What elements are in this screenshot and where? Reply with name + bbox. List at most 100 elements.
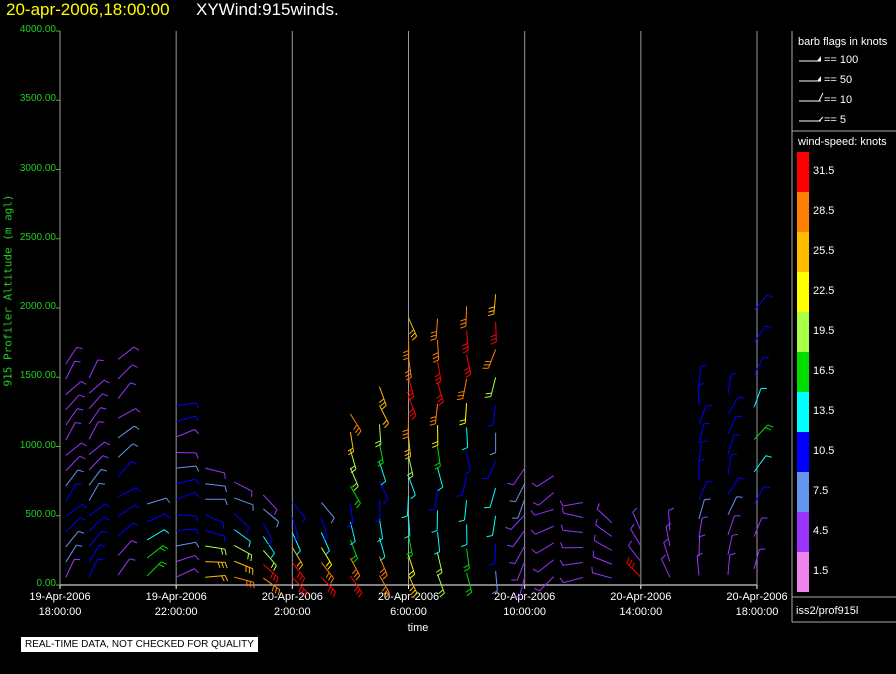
barb-flag bbox=[79, 517, 86, 521]
barb-flag bbox=[430, 330, 437, 334]
barb-flag bbox=[379, 568, 385, 573]
wind-barb bbox=[466, 451, 471, 472]
wind-barb bbox=[291, 562, 306, 579]
wind-barb bbox=[727, 515, 735, 535]
barb-flag bbox=[409, 411, 415, 417]
barb-flag bbox=[129, 558, 136, 561]
wind-barb bbox=[562, 501, 583, 507]
wind-barb bbox=[88, 517, 104, 532]
barb-flag bbox=[247, 553, 250, 560]
wind-barb bbox=[753, 455, 767, 473]
barb-flag bbox=[406, 554, 413, 559]
wind-barb bbox=[88, 544, 101, 563]
barb-flag bbox=[484, 396, 491, 398]
barb-flag bbox=[79, 455, 86, 460]
barb-flag bbox=[459, 419, 466, 422]
barb-flag bbox=[437, 486, 444, 492]
wind-barb bbox=[65, 531, 79, 548]
barb-flag bbox=[432, 355, 439, 360]
barb-flag bbox=[461, 446, 468, 451]
barb-flag bbox=[432, 441, 439, 445]
wind-barb bbox=[462, 378, 468, 399]
barb-flag bbox=[347, 447, 354, 452]
barb-flag bbox=[736, 496, 743, 498]
wind-barb bbox=[320, 502, 335, 519]
x-tick-label: 19-Apr-2006 18:00:00 bbox=[29, 591, 91, 618]
barb-flag bbox=[432, 444, 439, 448]
barb-flag bbox=[434, 373, 441, 378]
wind-barb bbox=[437, 382, 444, 402]
wind-barb bbox=[349, 485, 361, 504]
wind-barb bbox=[234, 560, 253, 570]
wind-barb bbox=[434, 403, 439, 424]
barb-flag bbox=[438, 401, 444, 406]
wind-barb bbox=[487, 460, 497, 479]
wind-barb bbox=[379, 405, 389, 424]
barb-flag bbox=[458, 519, 465, 523]
barb-flag bbox=[532, 568, 539, 573]
wind-barb bbox=[65, 381, 82, 395]
wind-barb bbox=[349, 449, 357, 470]
wind-barb bbox=[437, 467, 444, 488]
wind-barb bbox=[262, 522, 273, 541]
barb-flag bbox=[436, 394, 442, 399]
barb-flag bbox=[730, 372, 737, 375]
barb-flag bbox=[456, 494, 463, 497]
barb-flag bbox=[431, 529, 438, 533]
barb-flag bbox=[374, 519, 381, 523]
wind-barb bbox=[88, 359, 99, 379]
wind-barb bbox=[466, 548, 470, 569]
barb-flag bbox=[81, 503, 88, 509]
barb-flag bbox=[295, 550, 301, 556]
barb-flag bbox=[437, 397, 443, 403]
barb-flag bbox=[531, 482, 538, 487]
barb-flag bbox=[377, 459, 383, 464]
barb-flag bbox=[350, 468, 357, 474]
barb-legend-entry: == 100 bbox=[824, 54, 859, 66]
wind-barb bbox=[175, 429, 195, 438]
wind-barb bbox=[408, 436, 412, 457]
barb-flag bbox=[410, 494, 416, 500]
barb-flag bbox=[490, 334, 497, 338]
barb-flag bbox=[485, 392, 492, 395]
wind-barb bbox=[176, 554, 196, 563]
source-id: iss2/prof915l bbox=[796, 605, 859, 617]
barb-flag bbox=[434, 551, 440, 555]
barb-flag bbox=[272, 575, 276, 581]
barb-flag bbox=[325, 561, 331, 567]
wind-barb bbox=[262, 536, 275, 554]
barb-flag bbox=[104, 441, 111, 446]
wind-barb bbox=[408, 456, 414, 476]
barb-legend-entry: == 10 bbox=[824, 94, 853, 106]
speed-scale-label: 1.5 bbox=[813, 565, 829, 577]
barb-flag bbox=[738, 396, 745, 399]
barb-flag bbox=[402, 436, 409, 440]
barb-flag bbox=[325, 572, 330, 578]
barb-flag bbox=[559, 559, 564, 566]
barb-flag bbox=[411, 415, 417, 421]
barb-flag bbox=[195, 541, 200, 548]
wind-barb bbox=[117, 540, 132, 556]
barb-flag bbox=[80, 381, 87, 385]
barb-flag bbox=[404, 535, 411, 539]
barb-flag bbox=[81, 442, 87, 447]
wind-barb bbox=[205, 574, 226, 578]
barb-flag bbox=[101, 530, 108, 534]
wind-barb bbox=[494, 543, 497, 564]
barb-flag bbox=[99, 544, 106, 547]
wind-barb bbox=[291, 517, 299, 537]
wind-barb bbox=[378, 386, 387, 406]
barb-flag bbox=[464, 470, 471, 475]
wind-barb bbox=[349, 557, 361, 576]
wind-barb bbox=[595, 524, 613, 537]
barb-flag bbox=[355, 427, 360, 433]
wind-barb bbox=[176, 541, 196, 547]
wind-barb bbox=[698, 423, 705, 444]
barb-flag bbox=[100, 468, 107, 472]
x-tick-label: 20-Apr-2006 2:00:00 bbox=[261, 591, 323, 618]
barb-flag bbox=[486, 535, 493, 538]
barb-flag bbox=[661, 554, 666, 560]
barb-flag bbox=[195, 415, 200, 422]
barb-legend-title: barb flags in knots bbox=[798, 36, 888, 48]
